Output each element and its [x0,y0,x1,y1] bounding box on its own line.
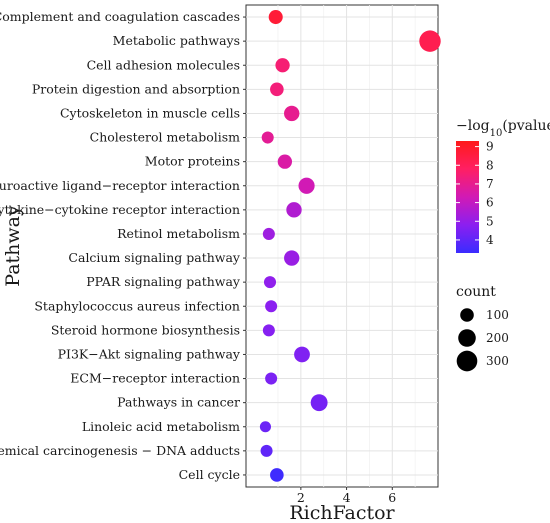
data-point [275,58,290,73]
color-legend-tick-label: 7 [486,177,494,191]
data-point [261,131,274,144]
data-point [284,105,300,122]
y-tick-label: Chemical carcinogenesis − DNA adducts [0,443,240,458]
data-point [263,276,277,289]
x-tick-label: 2 [297,490,305,505]
y-tick-label: Neuroactive ligand−receptor interaction [0,178,240,193]
size-legend-keys: 100 200 300 [456,308,509,372]
color-legend-tick-label: 6 [486,196,494,210]
y-tick-label: Complement and coagulation cascades [0,9,240,24]
plot-panel [245,4,439,488]
color-legend: −log10(pvalue) 4 5 6 7 8 9 [456,118,550,253]
data-point [298,177,315,194]
y-tick-label: Steroid hormone biosynthesis [51,322,240,337]
size-legend-label: 100 [486,308,509,322]
size-legend-title: count [456,284,496,300]
y-tick-label: Linoleic acid metabolism [82,419,240,434]
color-legend-ticks: 4 5 6 7 8 9 [456,140,494,247]
data-point [277,154,293,169]
data-point [262,324,275,337]
y-tick-label: Retinol metabolism [117,226,240,241]
data-point [270,468,284,482]
y-tick-label: Cytoskeleton in muscle cells [60,105,240,120]
size-legend-circle [458,329,476,347]
data-point [265,300,278,313]
color-legend-tick-label: 5 [486,214,494,228]
y-tick-label: Cholesterol metabolism [90,130,241,145]
size-legend-label: 300 [486,354,509,368]
x-tick-label: 4 [343,490,351,505]
size-legend-circle [456,350,478,372]
color-legend-tick-label: 8 [486,158,494,172]
y-tick-label: Calcium signaling pathway [68,250,241,265]
y-tick-label: Cell adhesion molecules [87,57,240,72]
data-point [265,372,278,385]
color-legend-bar [456,141,479,253]
color-legend-title-suffix: (pvalue) [502,118,550,134]
y-tick-label: Metabolic pathways [113,33,240,48]
data-point [284,250,300,266]
x-axis-ticks: 2 4 6 [297,487,396,505]
y-tick-label: Cell cycle [179,467,240,482]
y-tick-label: Cytokine−cytokine receptor interaction [0,202,240,217]
y-tick-label: PI3K−Akt signaling pathway [58,346,241,361]
data-point [419,30,441,52]
size-legend: count 100 200 300 [456,284,509,372]
y-tick-labels: Complement and coagulation cascades Metab… [0,9,246,482]
y-tick-label: Pathways in cancer [117,395,240,410]
color-legend-title: −log10(pvalue) [456,118,550,139]
x-axis-title: RichFactor [289,502,395,523]
data-points [259,10,441,482]
data-point [286,202,302,218]
data-point [262,227,275,240]
y-tick-label: PPAR signaling pathway [86,274,241,289]
color-legend-tick-label: 4 [486,233,494,247]
data-point [294,346,310,363]
data-point [268,10,283,25]
data-point [259,421,271,433]
size-legend-label: 200 [486,331,509,345]
data-point [270,82,284,97]
y-tick-label: ECM−receptor interaction [70,371,240,386]
y-tick-label: Protein digestion and absorption [32,81,240,96]
x-tick-label: 6 [388,490,396,505]
y-axis-title: Pathway [2,205,24,287]
color-legend-title-subscript: 10 [490,128,503,139]
y-tick-label: Staphylococcus aureus infection [34,298,240,313]
color-legend-title-prefix: −log [456,118,490,134]
size-legend-circle [460,308,474,322]
grid-lines [246,5,438,487]
color-legend-tick-label: 9 [486,140,494,154]
data-point [260,444,273,457]
y-tick-label: Motor proteins [145,154,240,169]
data-point [310,394,328,412]
